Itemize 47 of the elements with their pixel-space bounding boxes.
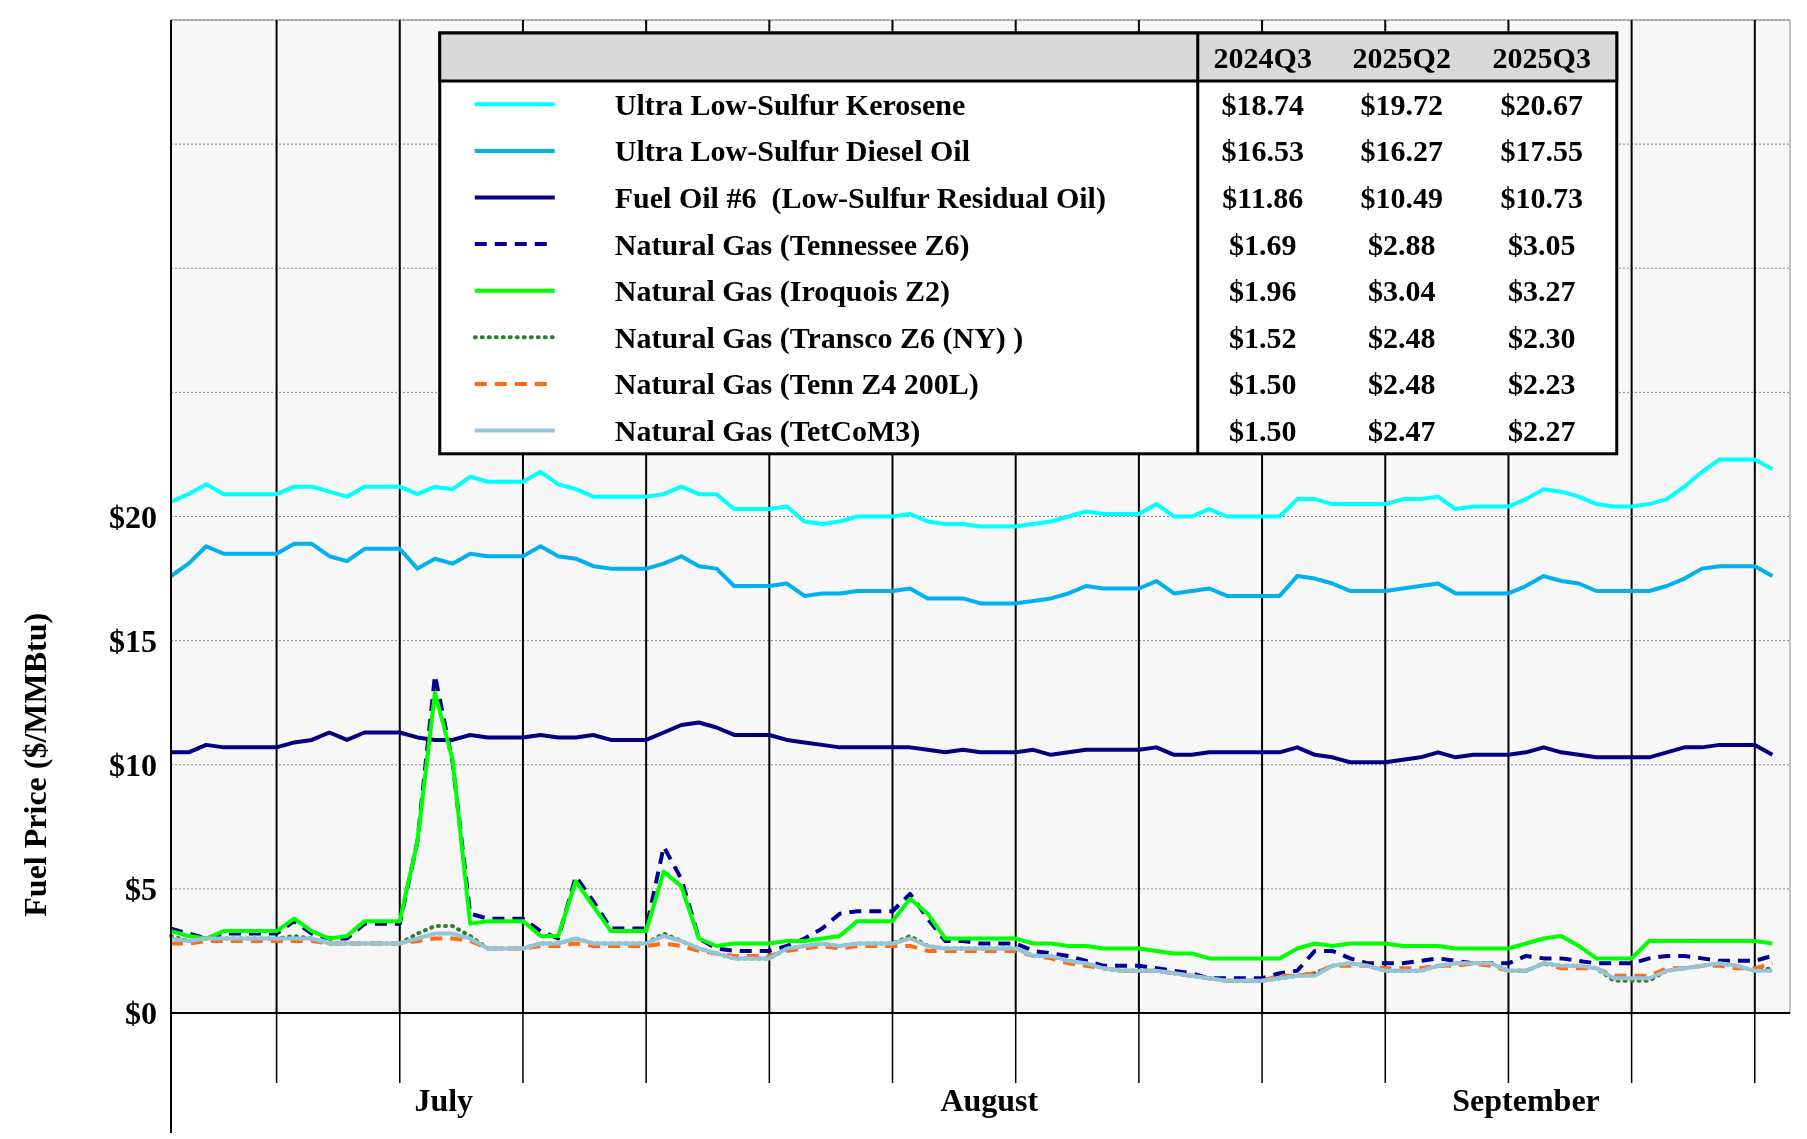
y-tick-label: $10 [109,746,157,783]
annotation: 2025Q3 [1492,40,1591,74]
legend-label: Ultra Low-Sulfur Kerosene [614,87,966,121]
annotation: $1.52 [1229,320,1297,354]
annotation: $2.47 [1368,414,1436,447]
annotation: 2024Q3 [1213,40,1312,74]
annotation: $1.50 [1229,414,1297,447]
annotation: $11.86 [1222,181,1304,214]
legend-label: Natural Gas (Tenn Z4 200L) [614,367,979,402]
annotation: $17.55 [1500,134,1583,168]
x-tick-label: September [1452,1082,1600,1118]
annotation: $2.27 [1508,414,1576,447]
y-tick-label: $5 [125,871,157,908]
legend-label: Natural Gas (Tennessee Z6) [614,227,970,262]
annotation: $16.27 [1360,134,1443,168]
x-tick-label: August [940,1082,1039,1118]
annotation: $1.69 [1229,227,1297,261]
y-tick-label: $0 [125,995,157,1032]
annotation: $3.27 [1508,274,1576,308]
annotation: $2.48 [1368,367,1436,401]
annotation: $2.23 [1508,367,1576,401]
annotation: $3.04 [1368,274,1436,308]
line-series [169,541,1775,606]
legend-label: Natural Gas (TetCoM3) [614,414,921,448]
legend-label: Fuel Oil #6 (Low-Sulfur Residual Oil) [614,181,1106,215]
annotation: $10.73 [1500,181,1583,214]
y-axis-title: Fuel Price ($/MMBtu) [17,612,53,917]
line-series [169,457,1775,529]
legend-label: Natural Gas (Transco Z6 (NY) ) [614,320,1024,355]
x-tick-label: July [414,1082,474,1118]
annotation: $2.30 [1508,320,1576,354]
line-series [169,720,1775,765]
annotation: $1.96 [1229,274,1297,308]
y-tick-label: $20 [109,498,157,535]
annotation: $3.05 [1508,227,1576,261]
annotation: $20.67 [1500,87,1583,121]
annotation: $18.74 [1221,87,1304,121]
annotation: $1.50 [1229,367,1297,401]
annotation: $2.48 [1368,320,1436,354]
legend-label: Ultra Low-Sulfur Diesel Oil [614,134,971,168]
annotation: 2025Q2 [1352,40,1451,74]
y-tick-label: $15 [109,622,157,659]
annotation: $10.49 [1360,181,1443,214]
annotation: $16.53 [1221,134,1304,168]
annotation: $19.72 [1360,87,1443,121]
legend-label: Natural Gas (Iroquois Z2) [614,274,951,309]
annotation: $2.88 [1368,227,1436,261]
